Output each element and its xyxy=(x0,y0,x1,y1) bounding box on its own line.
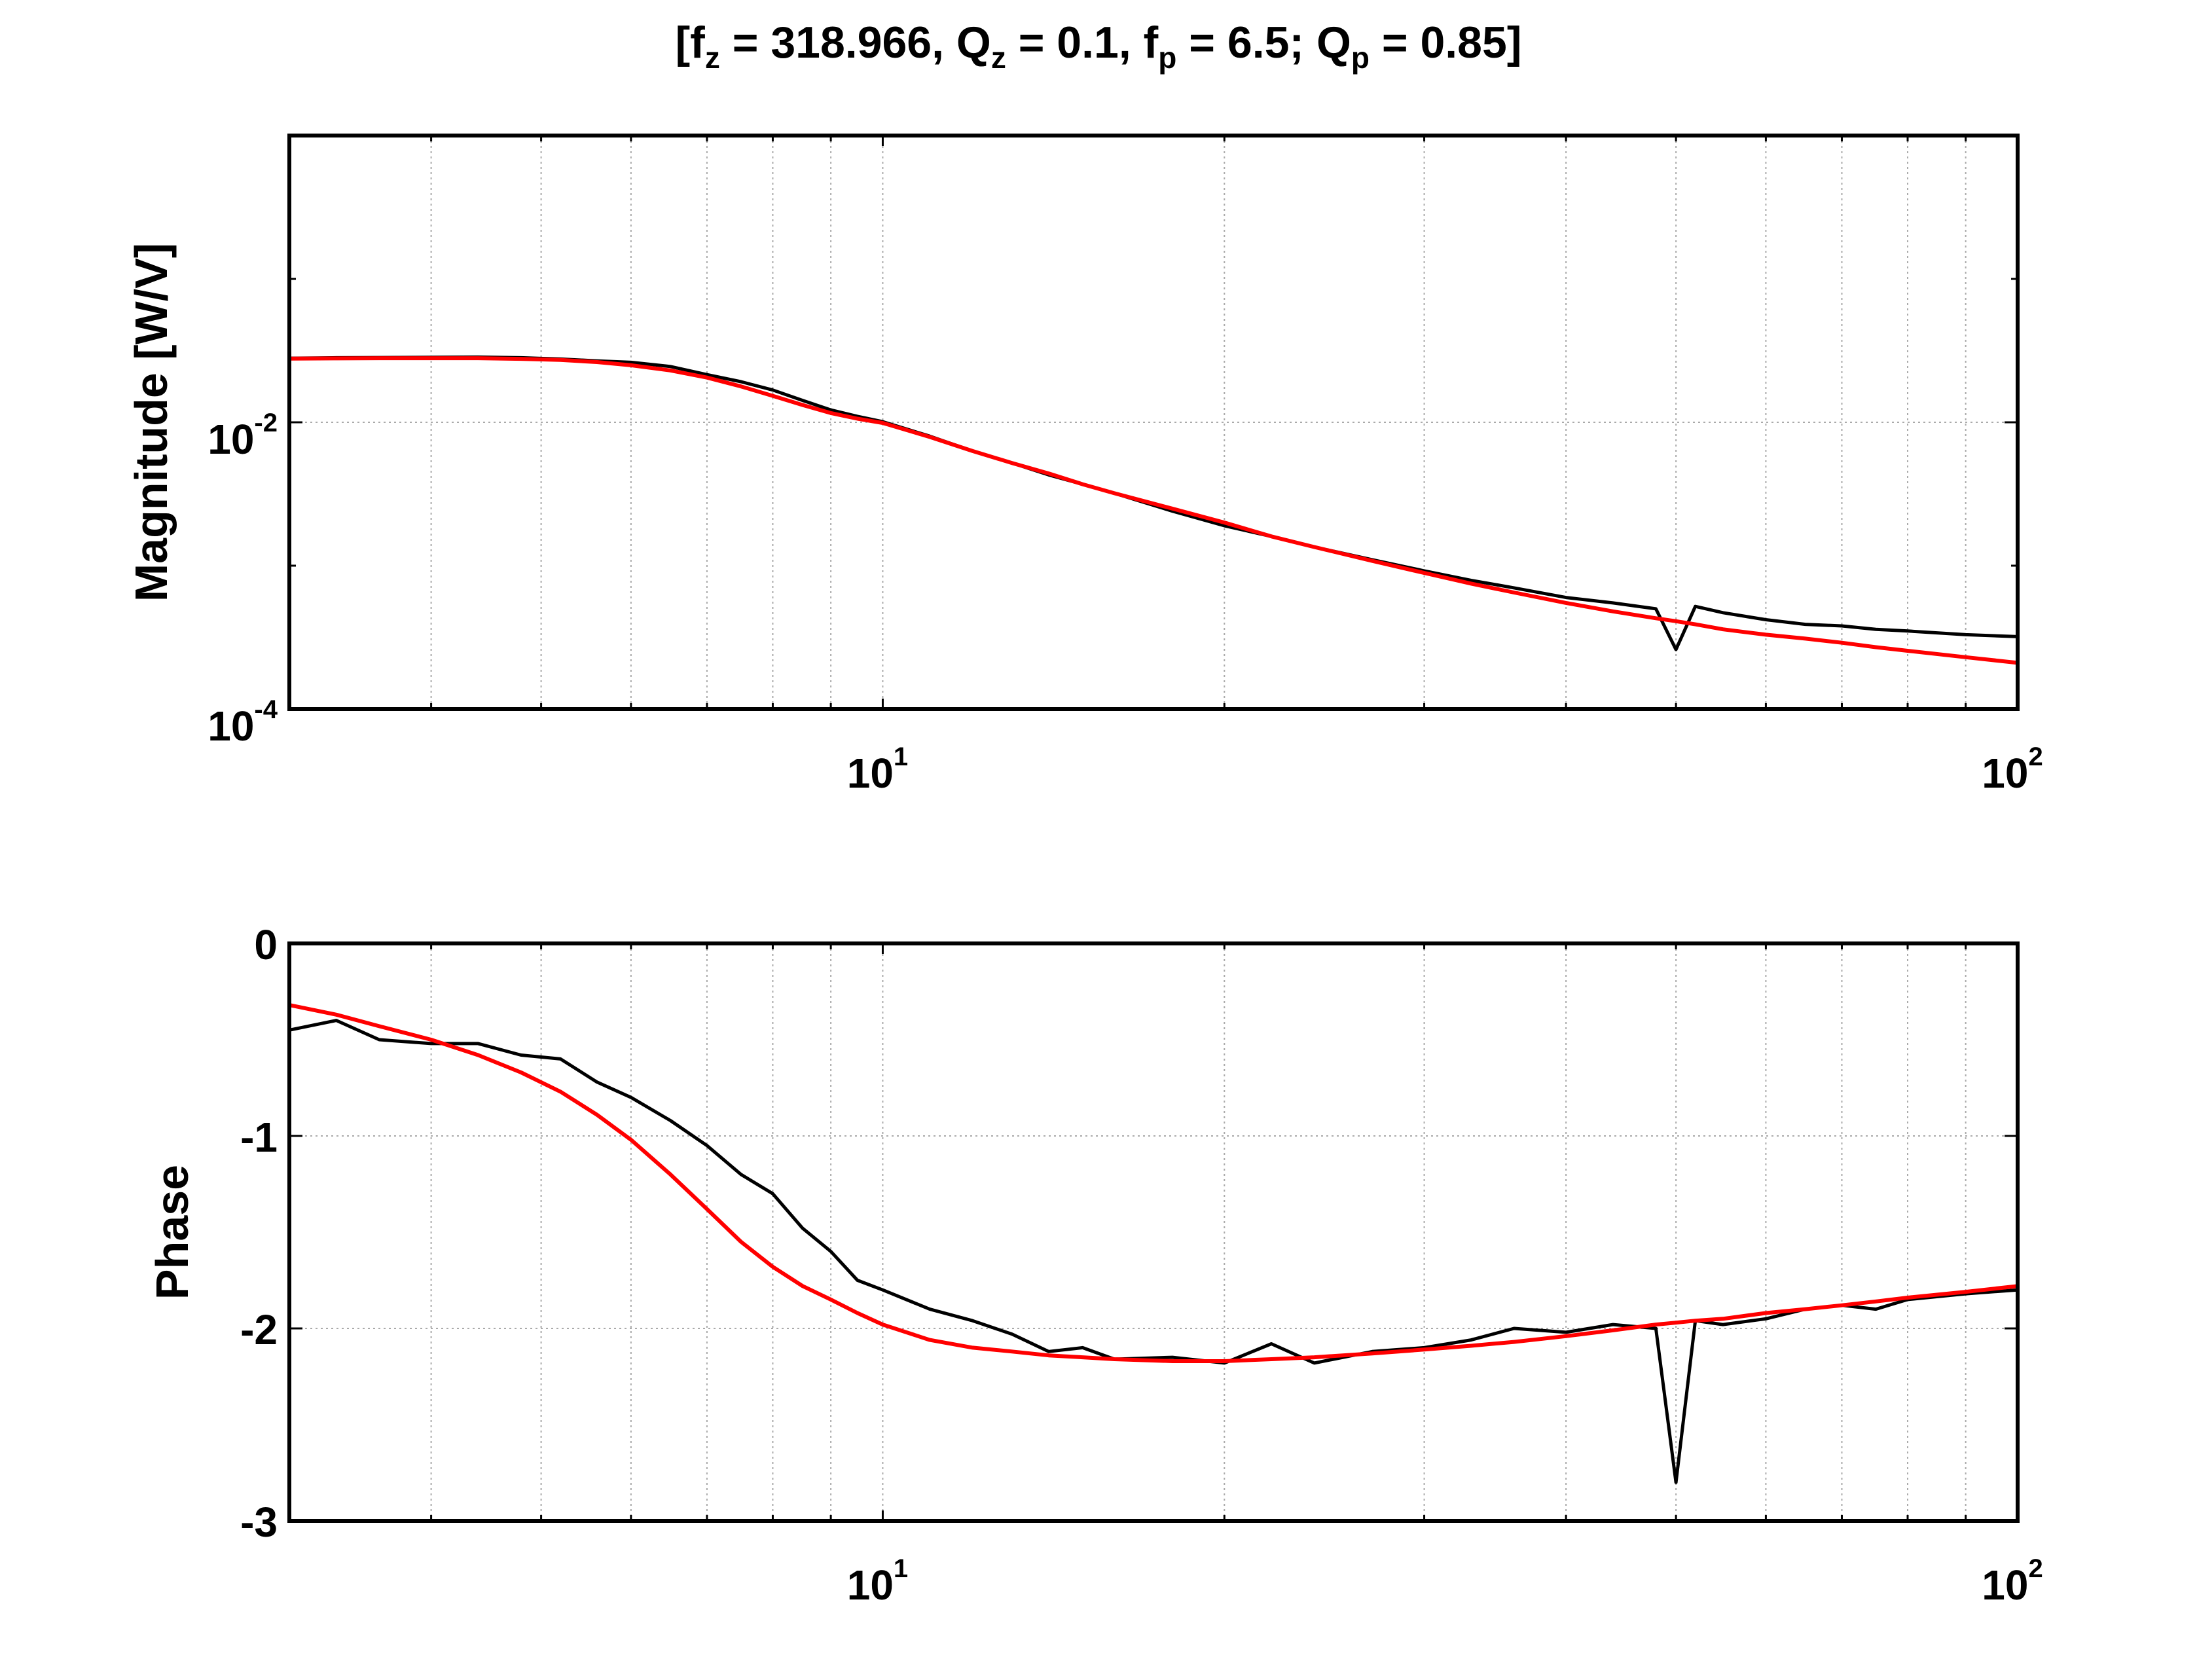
tick-base: 10 xyxy=(1982,750,2028,797)
y-axis-label: Phase xyxy=(147,1165,198,1300)
series-line-measured xyxy=(289,1019,2018,1484)
series-line-fit xyxy=(289,1003,2018,1363)
title-subscript: z xyxy=(991,41,1006,75)
figure-title: [fz = 318.966, Qz = 0.1, fp = 6.5; Qp = … xyxy=(676,18,1522,75)
tick-exponent: 1 xyxy=(894,1554,908,1583)
tick-exponent: 1 xyxy=(894,742,908,771)
axes-box xyxy=(287,134,2020,711)
grid xyxy=(289,134,2018,710)
y-tick-label: -2 xyxy=(240,1306,278,1353)
title-segment: = 0.1, f xyxy=(1006,18,1159,67)
axes-box xyxy=(287,941,2020,1523)
tick-base: 10 xyxy=(208,703,254,750)
tick-base: 10 xyxy=(1982,1561,2028,1609)
title-subscript: p xyxy=(1158,41,1176,75)
x-tick-label: 101 xyxy=(847,742,908,797)
tick-exponent: 2 xyxy=(2028,742,2043,771)
title-segment: = 318.966, Q xyxy=(720,18,991,67)
tick-exponent: -4 xyxy=(254,695,278,724)
y-tick-label: -1 xyxy=(240,1114,278,1161)
y-axis-label: Magnitude [W/V] xyxy=(126,243,177,602)
y-tick-label: 10-4 xyxy=(208,695,278,750)
title-subscript: p xyxy=(1351,41,1370,75)
tick-base: 10 xyxy=(847,750,894,797)
grid xyxy=(289,942,2018,1522)
y-tick-label: 0 xyxy=(254,921,278,968)
series-line-fit xyxy=(289,356,2018,665)
x-tick-label: 101 xyxy=(847,1554,908,1609)
title-subscript: z xyxy=(705,41,720,75)
tick-exponent: 2 xyxy=(2028,1554,2043,1583)
tick-exponent: -2 xyxy=(254,409,278,437)
tick-base: 10 xyxy=(847,1561,894,1609)
x-tick-label: 102 xyxy=(1982,742,2043,797)
title-segment: = 0.85] xyxy=(1370,18,1522,67)
title-segment: = 6.5; Q xyxy=(1176,18,1351,67)
x-tick-label: 102 xyxy=(1982,1554,2043,1609)
y-tick-label: -3 xyxy=(240,1499,278,1546)
y-tick-label: 10-2 xyxy=(208,409,278,463)
tick-base: 10 xyxy=(208,416,254,463)
title-segment: [f xyxy=(676,18,706,67)
